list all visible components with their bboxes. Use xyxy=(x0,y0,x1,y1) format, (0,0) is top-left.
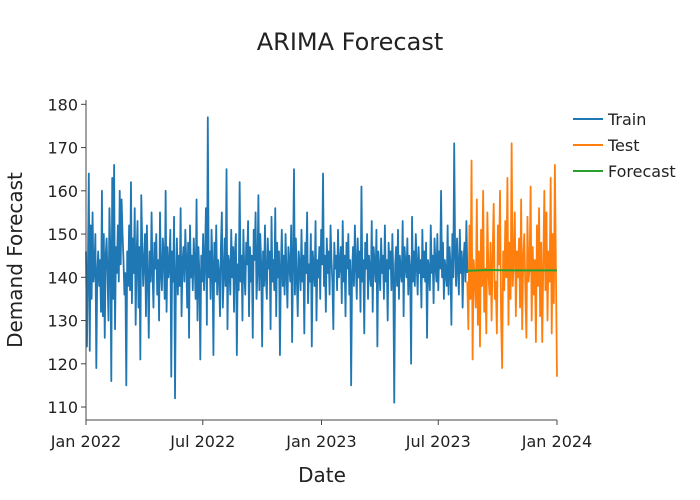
y-axis: 110 120 130 140 150 160 170 180 xyxy=(47,95,87,420)
series-test-line xyxy=(466,142,558,377)
y-tick-label: 110 xyxy=(47,398,78,417)
x-axis: Jan 2022 Jul 2022 Jan 2023 Jul 2023 Jan 2024 xyxy=(50,419,592,451)
x-axis-title: Date xyxy=(298,463,346,487)
x-tick-label: Jan 2023 xyxy=(285,432,356,451)
legend-label-forecast: Forecast xyxy=(608,162,676,181)
chart-title: ARIMA Forecast xyxy=(257,28,443,56)
y-tick-label: 170 xyxy=(47,139,78,158)
x-tick-label: Jul 2023 xyxy=(405,432,471,451)
legend: Train Test Forecast xyxy=(573,110,676,181)
legend-label-test: Test xyxy=(607,136,640,155)
y-tick-label: 130 xyxy=(47,312,78,331)
x-tick-label: Jan 2022 xyxy=(50,432,121,451)
plot-area xyxy=(85,116,558,404)
x-tick-label: Jan 2024 xyxy=(521,432,592,451)
y-tick-label: 140 xyxy=(47,268,78,287)
y-tick-label: 160 xyxy=(47,182,78,201)
y-axis-title: Demand Forecast xyxy=(3,172,27,348)
x-tick-label: Jul 2022 xyxy=(169,432,235,451)
y-tick-label: 150 xyxy=(47,225,78,244)
y-tick-label: 120 xyxy=(47,355,78,374)
series-train-line xyxy=(85,116,469,404)
y-tick-label: 180 xyxy=(47,95,78,114)
series-forecast-line xyxy=(467,268,557,272)
legend-label-train: Train xyxy=(607,110,646,129)
